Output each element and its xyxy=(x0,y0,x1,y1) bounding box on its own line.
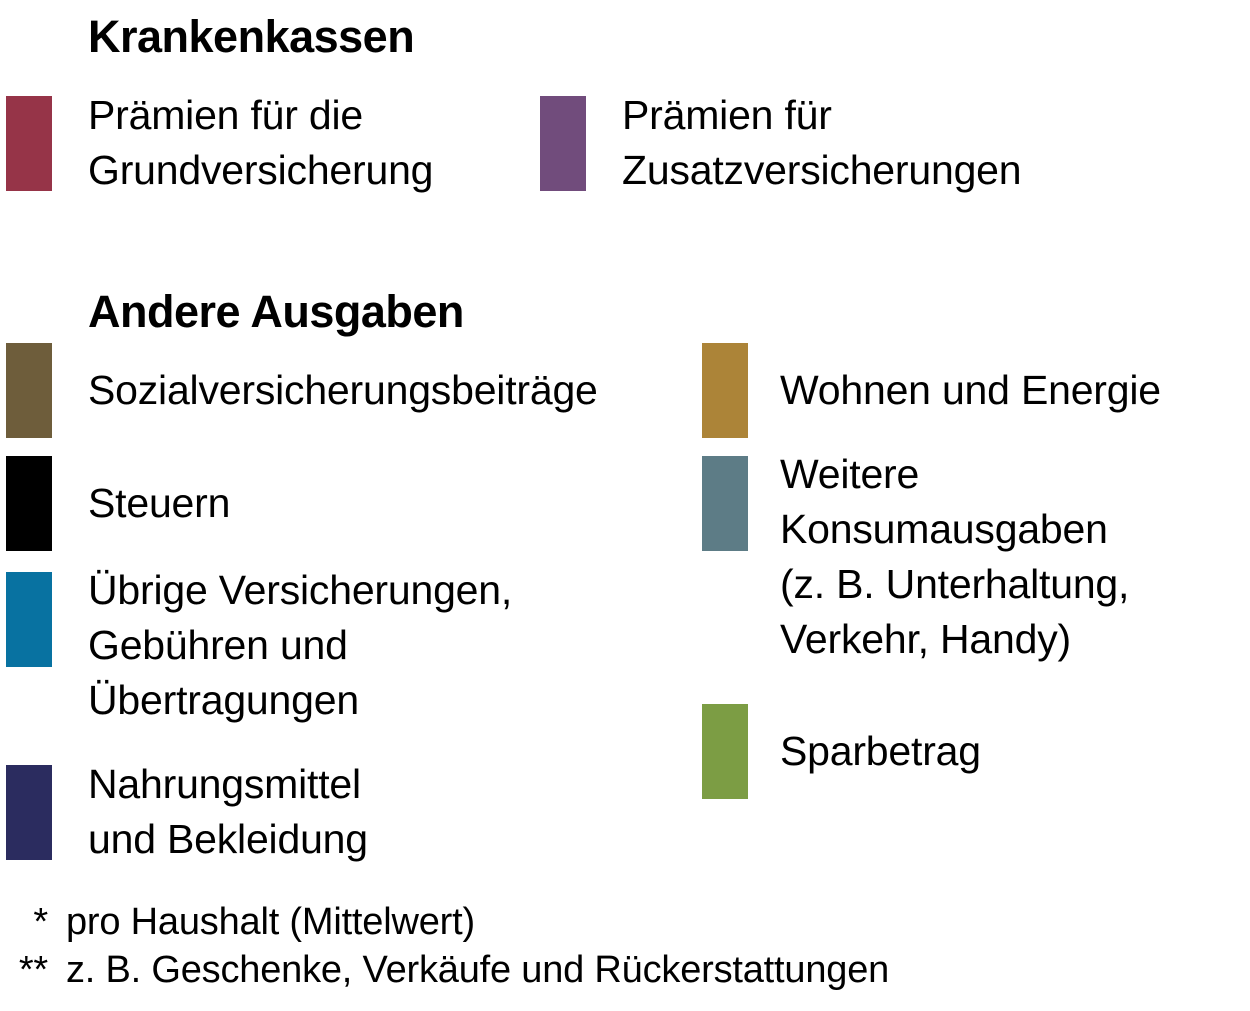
legend-label: Prämien für Zusatzversicherungen xyxy=(622,92,1022,193)
footnote-text: z. B. Geschenke, Verkäufe und Rückerstat… xyxy=(66,949,890,991)
color-swatch-wohnen-energie xyxy=(702,343,748,438)
legend-item-sozialversicherungsbeitraege: Sozialversicherungsbeiträge xyxy=(6,343,598,438)
legend-item-weitere-konsumausgaben: Weitere Konsumausgaben (z. B. Unterhaltu… xyxy=(702,451,1129,667)
legend-item-zusatzversicherungen: Prämien für Zusatzversicherungen xyxy=(540,88,1022,198)
legend-item-wohnen-energie: Wohnen und Energie xyxy=(702,343,1161,438)
legend-label: Prämien für die Grundversicherung xyxy=(88,92,434,193)
section-title-andere-ausgaben: Andere Ausgaben xyxy=(88,286,464,337)
footnote-marker: * xyxy=(33,901,48,943)
color-swatch-zusatzversicherungen xyxy=(540,95,586,191)
legend-item-uebrige-versicherungen: Übrige Versicherungen, Gebühren und Über… xyxy=(6,567,512,728)
color-swatch-grundversicherung xyxy=(6,95,52,191)
legend-item-steuern: Steuern xyxy=(6,456,230,551)
footnote-geschenke: ** z. B. Geschenke, Verkäufe und Rückers… xyxy=(0,946,889,994)
footnote-marker: ** xyxy=(18,949,48,991)
legend-label: Steuern xyxy=(88,480,231,526)
legend-label: Nahrungsmittel und Bekleidung xyxy=(88,761,368,862)
legend-item-nahrungsmittel: Nahrungsmittel und Bekleidung xyxy=(6,757,368,867)
legend-label: Sparbetrag xyxy=(780,728,981,774)
legend-label: Weitere Konsumausgaben (z. B. Unterhaltu… xyxy=(780,451,1130,662)
section-title-krankenkassen: Krankenkassen xyxy=(88,11,415,62)
legend-item-grundversicherung: Prämien für die Grundversicherung xyxy=(6,88,433,198)
footnote-text: pro Haushalt (Mittelwert) xyxy=(66,901,475,943)
color-swatch-weitere-konsumausgaben xyxy=(702,456,748,551)
color-swatch-sparbetrag xyxy=(702,704,748,799)
legend-label: Übrige Versicherungen, Gebühren und Über… xyxy=(88,567,513,723)
color-swatch-steuern xyxy=(6,456,52,551)
legend-label: Wohnen und Energie xyxy=(780,367,1161,413)
color-swatch-uebrige-versicherungen xyxy=(6,572,52,667)
legend-label: Sozialversicherungsbeiträge xyxy=(88,367,598,413)
color-swatch-sozialversicherungsbeitraege xyxy=(6,343,52,438)
color-swatch-nahrungsmittel xyxy=(6,764,52,860)
footnote-pro-haushalt: * pro Haushalt (Mittelwert) xyxy=(0,898,475,946)
legend-item-sparbetrag: Sparbetrag xyxy=(702,704,981,799)
